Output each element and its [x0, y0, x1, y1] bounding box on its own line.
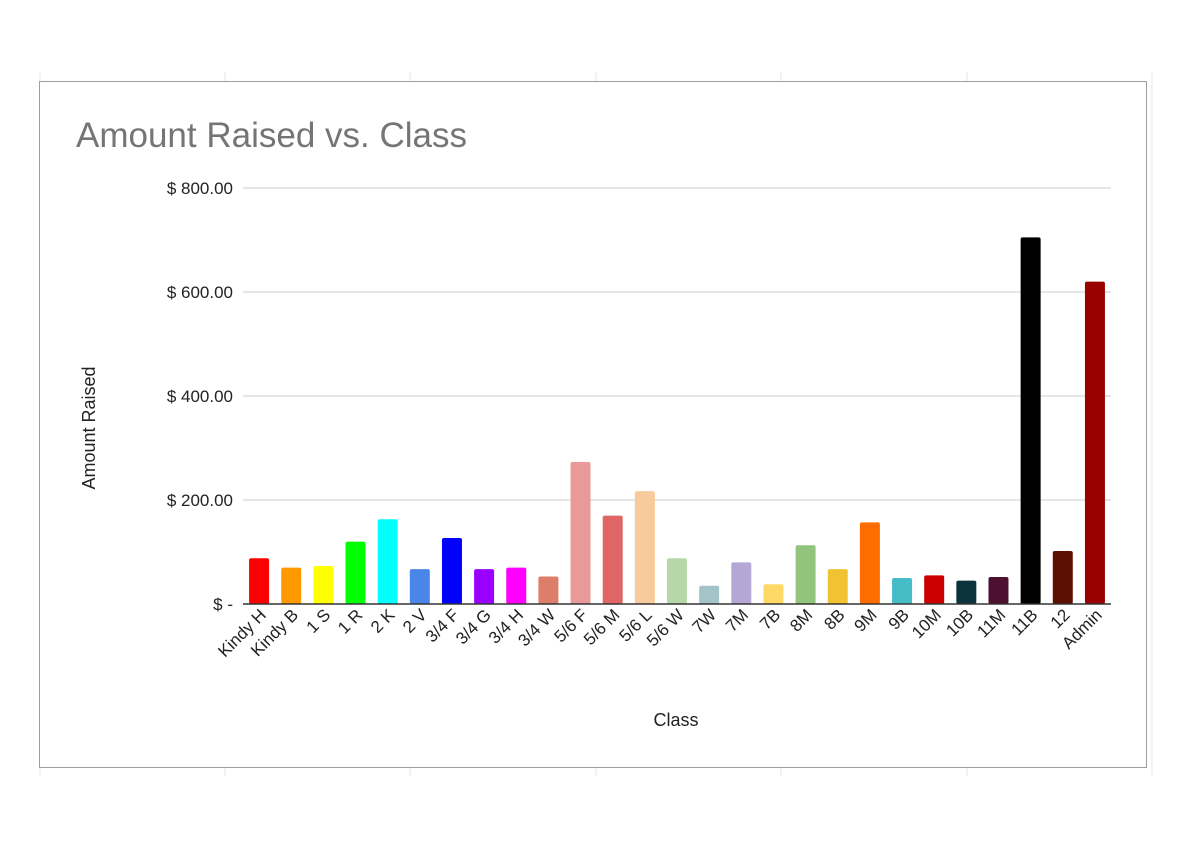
- bar[interactable]: [956, 580, 977, 604]
- bar-chart: $ - $ 200.00 $ 400.00 $ 600.00 $ 800.00 Kind…: [79, 179, 1111, 730]
- y-tick-label: $ -: [213, 595, 233, 614]
- bar[interactable]: [699, 585, 720, 604]
- chart-container[interactable]: Amount Raised vs. Class $ - $ 200.00 $ 400…: [39, 81, 1147, 768]
- bar[interactable]: [409, 569, 430, 604]
- x-tick-label: 5/6 W: [643, 605, 688, 650]
- x-axis-label: Class: [653, 710, 698, 730]
- x-tick-label: 8B: [820, 605, 848, 633]
- bar[interactable]: [602, 515, 623, 604]
- bar[interactable]: [345, 541, 366, 604]
- y-tick-label: $ 800.00: [167, 179, 233, 198]
- bar[interactable]: [763, 584, 784, 604]
- bar[interactable]: [441, 537, 462, 604]
- x-tick-label: 7W: [689, 605, 720, 636]
- x-tick-label: 3/4 G: [452, 605, 495, 648]
- bar[interactable]: [281, 567, 302, 604]
- y-tick-label: $ 400.00: [167, 387, 233, 406]
- x-tick-label: 11M: [973, 605, 1009, 641]
- bar[interactable]: [377, 519, 398, 604]
- chart-title: Amount Raised vs. Class: [76, 116, 467, 155]
- x-tick-label: 3/4 W: [514, 605, 559, 650]
- x-tick-label: 9M: [851, 605, 881, 635]
- y-axis-ticks: $ - $ 200.00 $ 400.00 $ 600.00 $ 800.00: [167, 179, 233, 614]
- bar[interactable]: [538, 576, 559, 604]
- bar[interactable]: [859, 522, 880, 604]
- bar[interactable]: [313, 566, 334, 604]
- bar[interactable]: [570, 462, 591, 604]
- bar[interactable]: [731, 562, 752, 604]
- x-tick-label: 5/6 M: [580, 605, 624, 649]
- bar[interactable]: [249, 558, 270, 604]
- bar[interactable]: [892, 578, 913, 604]
- bar[interactable]: [827, 569, 848, 604]
- y-tick-label: $ 200.00: [167, 491, 233, 510]
- bar[interactable]: [634, 491, 655, 604]
- bar[interactable]: [988, 576, 1009, 604]
- bar[interactable]: [924, 575, 945, 604]
- x-tick-label: 7M: [722, 605, 752, 635]
- bar[interactable]: [795, 545, 816, 604]
- x-tick-label: 10B: [942, 605, 977, 640]
- bar[interactable]: [474, 569, 495, 604]
- bar[interactable]: [1084, 281, 1105, 604]
- bar[interactable]: [667, 558, 687, 604]
- bars: [249, 237, 1105, 604]
- bar[interactable]: [1052, 550, 1073, 604]
- gridlines: [243, 187, 1111, 501]
- x-tick-label: 7B: [756, 605, 784, 633]
- x-tick-label: 8M: [786, 605, 816, 635]
- y-axis-label: Amount Raised: [79, 366, 99, 489]
- x-tick-label: 1 S: [303, 605, 334, 636]
- y-tick-label: $ 600.00: [167, 283, 233, 302]
- x-tick-label: 1 R: [334, 605, 366, 637]
- bar[interactable]: [506, 567, 527, 604]
- x-tick-label: 10M: [908, 605, 945, 642]
- x-tick-label: 11B: [1008, 605, 1042, 639]
- bar[interactable]: [1020, 237, 1041, 604]
- x-tick-label: 2 K: [367, 605, 399, 637]
